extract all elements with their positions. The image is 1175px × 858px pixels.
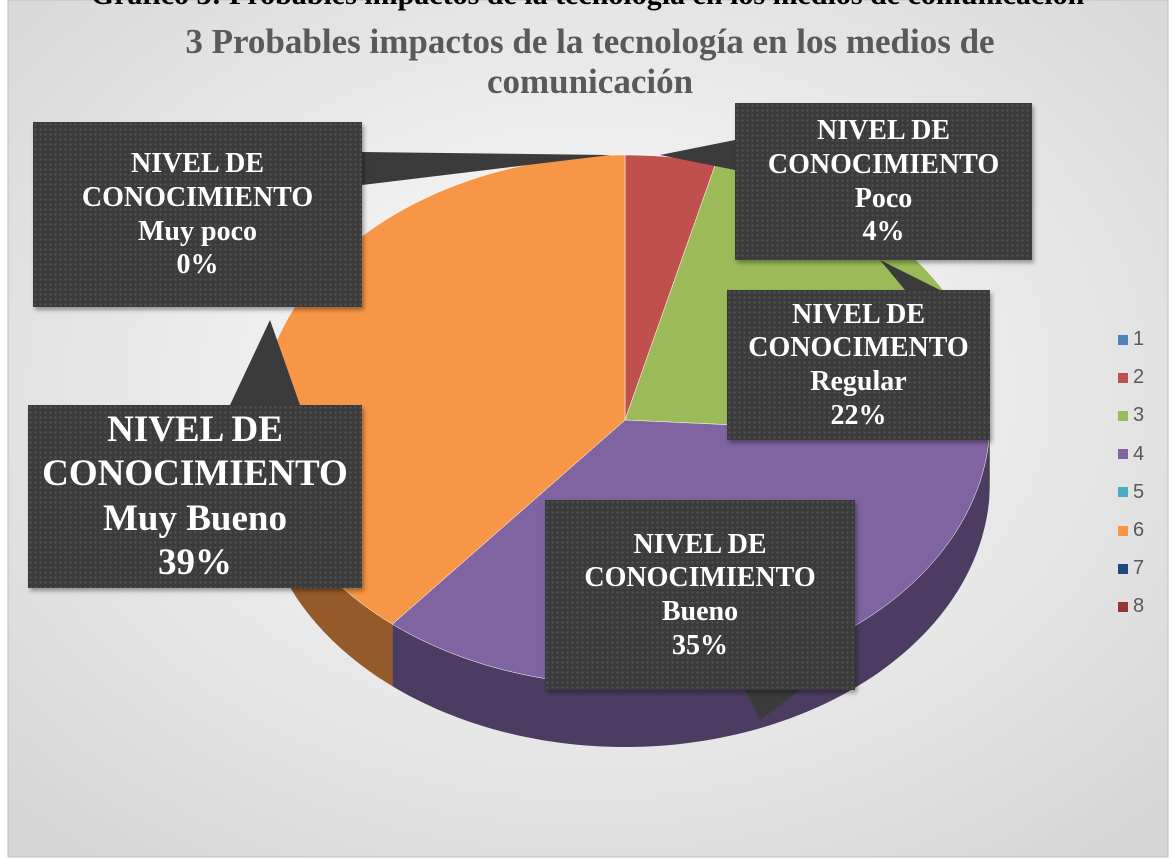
slice-side — [260, 420, 393, 687]
label-value: 0% — [176, 249, 219, 281]
legend-label: 5 — [1133, 480, 1145, 503]
label-name: Poco — [854, 182, 913, 214]
legend-label: 2 — [1133, 366, 1145, 389]
legend-swatch — [1118, 449, 1128, 460]
label-series: NIVEL DE CONOCIMENTO — [748, 298, 969, 364]
label-series: NIVEL DE CONOCIMIENTO — [767, 115, 1000, 180]
legend-item: 2 — [1118, 366, 1144, 389]
label-name: Regular — [810, 366, 907, 397]
legend-swatch — [1118, 334, 1128, 345]
data-label: NIVEL DE CONOCIMIENTO Bueno 35% — [545, 500, 855, 690]
label-name: Muy Bueno — [102, 497, 287, 539]
legend-swatch — [1118, 601, 1128, 612]
legend-label: 7 — [1133, 557, 1145, 580]
legend-label: 3 — [1133, 404, 1145, 427]
legend-swatch — [1118, 372, 1128, 383]
label-series: NIVEL DE CONOCIMIENTO — [584, 528, 816, 594]
legend-label: 6 — [1133, 519, 1145, 541]
label-value: 4% — [862, 216, 905, 248]
caption: Gráfico 3: Probables impactos de la tecn… — [0, 0, 1175, 12]
label-value: 35% — [672, 629, 728, 661]
label-name: Muy poco — [138, 215, 257, 247]
legend-item: 4 — [1118, 443, 1144, 466]
legend-swatch — [1118, 487, 1128, 498]
legend-label: 4 — [1133, 442, 1145, 465]
legend-item: 6 — [1118, 519, 1144, 542]
data-label: NIVEL DE CONOCIMENTO Regular 22% — [727, 290, 990, 440]
legend-swatch — [1118, 410, 1128, 421]
legend-label: 8 — [1133, 595, 1145, 618]
callout-pointers — [230, 140, 940, 720]
legend-item: 1 — [1118, 328, 1144, 351]
legend-label: 1 — [1133, 328, 1145, 350]
label-name: Bueno — [661, 596, 739, 627]
data-label: NIVEL DE CONOCIMIENTO Muy poco 0% — [33, 122, 362, 307]
label-value: 39% — [158, 541, 232, 583]
chart-title: 3 Probables impactos de la tecnología en… — [185, 22, 995, 101]
data-label: NIVEL DE CONOCIMIENTO Poco 4% — [735, 103, 1032, 260]
legend-swatch — [1118, 525, 1128, 536]
label-series: NIVEL DE CONOCIMIENTO — [81, 148, 314, 213]
legend-swatch — [1118, 563, 1128, 574]
legend-item: 3 — [1118, 404, 1144, 427]
data-label: NIVEL DE CONOCIMIENTO Muy Bueno 39% — [28, 405, 362, 588]
label-value: 22% — [830, 399, 887, 431]
label-series: NIVEL DE CONOCIMIENTO — [42, 408, 348, 495]
legend-item: 5 — [1118, 481, 1144, 504]
legend-item: 7 — [1118, 557, 1144, 580]
legend-item: 8 — [1118, 595, 1144, 618]
